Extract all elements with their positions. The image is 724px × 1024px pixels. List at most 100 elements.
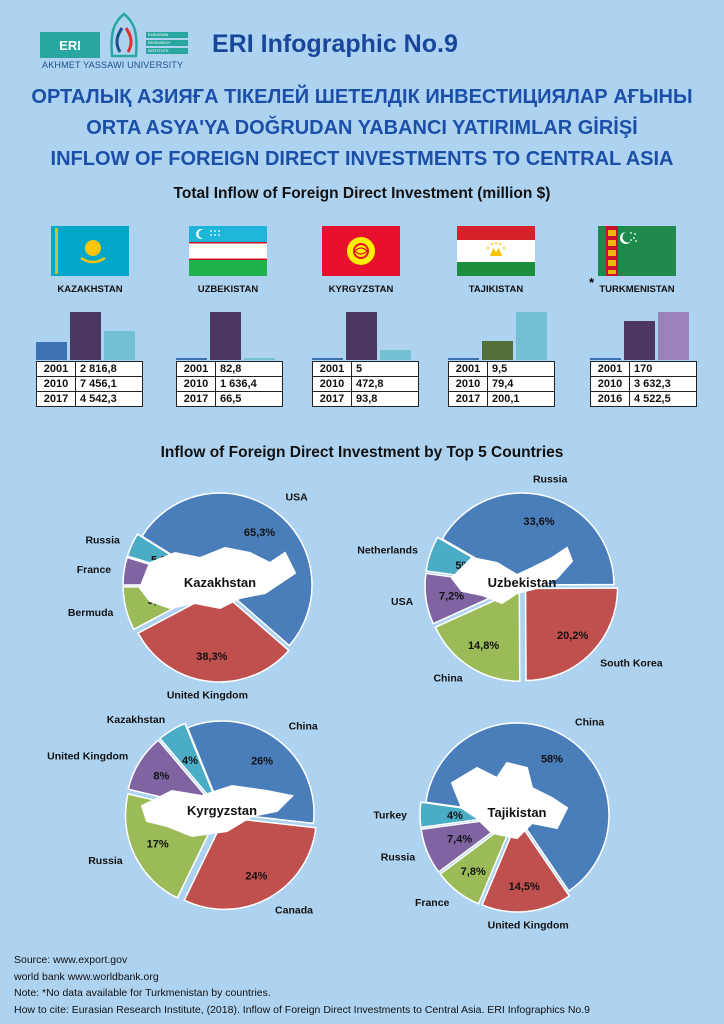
logo-line: RESEARCH xyxy=(146,40,188,46)
note-line: Note: *No data available for Turkmenista… xyxy=(14,987,271,999)
bar-2010 xyxy=(70,312,101,360)
country-map-icon xyxy=(140,784,295,838)
kyrgyzstan-flag-icon xyxy=(322,226,400,276)
year-cell: 2010 xyxy=(312,376,352,392)
bar-2010 xyxy=(482,341,513,360)
pie-percent-label: 7,4% xyxy=(447,833,472,845)
pie-slice-united-kingdom xyxy=(127,739,220,812)
turkmenistan-flag-icon xyxy=(598,226,676,276)
logo-emblem-icon xyxy=(110,12,138,58)
country-map-icon xyxy=(450,761,569,840)
logo-line: INSTITUTE xyxy=(146,48,188,54)
bar-2017 xyxy=(380,350,411,360)
year-cell: 2001 xyxy=(36,361,76,377)
value-cell: 4 522,5 xyxy=(629,391,697,407)
pie-percent-label: 26% xyxy=(251,755,273,767)
pie-category-label: Kazakhstan xyxy=(107,714,165,726)
table-row: 2001 5 xyxy=(312,361,419,377)
value-cell: 9,5 xyxy=(487,361,555,377)
uzbekistan-flag-icon xyxy=(189,226,267,276)
pie-category-label: USA xyxy=(391,596,414,608)
pie-chart-kyrgyzstan: 26% China 24% Canada 17% Russia 8% United Kingd… xyxy=(47,714,318,917)
value-cell: 4 542,3 xyxy=(75,391,143,407)
pie-category-label: China xyxy=(289,720,318,732)
bar-2010 xyxy=(346,312,377,360)
pie-country-label: Kyrgyzstan xyxy=(187,803,257,818)
year-cell: 2010 xyxy=(590,376,630,392)
year-cell: 2010 xyxy=(36,376,76,392)
bar-2017 xyxy=(516,312,547,360)
value-cell: 66,5 xyxy=(215,391,283,407)
pie-category-label: United Kingdom xyxy=(167,689,248,701)
table-row: 2017 4 542,3 xyxy=(36,391,143,407)
pie-country-label: Tajikistan xyxy=(487,805,546,820)
pie-percent-label: 20,2% xyxy=(557,630,588,642)
pie-slice-france xyxy=(439,816,516,905)
pie-category-label: South Korea xyxy=(600,657,663,669)
pie-category-label: China xyxy=(433,673,462,685)
logo-text-lines: EURASIAN RESEARCH INSTITUTE xyxy=(146,32,188,56)
bar-2001 xyxy=(590,358,621,360)
pie-slice-south-korea xyxy=(524,587,619,682)
section-title-top5: Inflow of Foreign Direct Investment by T… xyxy=(160,444,564,461)
value-cell: 170 xyxy=(629,361,697,377)
pie-slice-kazakhstan xyxy=(158,722,221,810)
pie-country-label: Uzbekistan xyxy=(488,575,557,590)
pie-percent-label: 17% xyxy=(147,839,169,851)
table-row: 2001 2 816,8 xyxy=(36,361,143,377)
pie-percent-label: 14,5% xyxy=(509,881,540,893)
citation-line: How to cite: Eurasian Research Institute… xyxy=(14,1003,591,1016)
pie-category-label: France xyxy=(415,897,450,909)
pie-category-label: Bermuda xyxy=(68,607,114,619)
value-cell: 7 456,1 xyxy=(75,376,143,392)
value-cell: 3 632,3 xyxy=(629,376,697,392)
pie-percent-label: 24% xyxy=(245,870,267,882)
pie-category-label: USA xyxy=(286,492,309,504)
bar-2001 xyxy=(312,358,343,360)
bar-2010 xyxy=(210,312,241,360)
source-line: Source: www.export.gov xyxy=(14,954,128,966)
pie-category-label: China xyxy=(575,717,604,729)
pie-percent-label: 7,8% xyxy=(461,866,486,878)
table-row: 2010 472,8 xyxy=(312,376,419,392)
pie-country-label: Kazakhstan xyxy=(184,575,256,590)
bar-2001 xyxy=(176,358,207,360)
pie-percent-label: 65,3% xyxy=(244,527,275,539)
pie-percent-label: 8% xyxy=(153,771,169,783)
year-cell: 2001 xyxy=(176,361,216,377)
value-cell: 82,8 xyxy=(215,361,283,377)
country-name: KYRGYZSTAN xyxy=(328,284,394,295)
year-cell: 2017 xyxy=(312,391,352,407)
bar-group-kyrgyzstan xyxy=(312,308,422,360)
table-row: 2001 170 xyxy=(590,361,697,377)
value-cell: 5 xyxy=(351,361,419,377)
pie-category-label: Netherlands xyxy=(357,544,418,556)
fdi-table-tajikistan: 2001 9,5 2010 79,4 2017 200,1 xyxy=(448,361,555,407)
pie-category-label: United Kingdom xyxy=(488,919,569,931)
pie-category-label: Turkey xyxy=(373,810,407,822)
pie-category-label: Russia xyxy=(381,852,416,864)
bar-2016 xyxy=(658,312,689,360)
fdi-table-kazakhstan: 2001 2 816,8 2010 7 456,1 2017 4 542,3 xyxy=(36,361,143,407)
bar-group-kazakhstan xyxy=(36,308,146,360)
headline-kazakh: ОРТАЛЫҚ АЗИЯҒА ТІКЕЛЕЙ ШЕТЕЛДІК ИНВЕСТИЦ… xyxy=(31,86,693,108)
source-line: world bank www.worldbank.org xyxy=(14,970,159,983)
year-cell: 2010 xyxy=(176,376,216,392)
year-cell: 2001 xyxy=(590,361,630,377)
pie-percent-label: 38,3% xyxy=(196,651,227,663)
footer-notes: Source: www.export.gov world bank www.wo… xyxy=(14,952,590,1018)
value-cell: 472,8 xyxy=(351,376,419,392)
country-name: KAZAKHSTAN xyxy=(57,284,123,295)
table-row: 2016 4 522,5 xyxy=(590,391,697,407)
country-map-icon xyxy=(450,546,574,605)
pie-slice-united-kingdom xyxy=(481,818,571,913)
year-cell: 2016 xyxy=(590,391,630,407)
pie-percent-label: 58% xyxy=(541,754,563,766)
pie-category-label: France xyxy=(77,564,112,576)
section-title-total: Total Inflow of Foreign Direct Investmen… xyxy=(173,185,551,202)
pie-slice-china xyxy=(434,588,521,682)
bar-2017 xyxy=(244,358,275,360)
headline-turkish: ORTA ASYA'YA DOĞRUDAN YABANCI YATIRIMLAR… xyxy=(86,117,638,139)
value-cell: 2 816,8 xyxy=(75,361,143,377)
pie-slice-canada xyxy=(183,816,317,911)
